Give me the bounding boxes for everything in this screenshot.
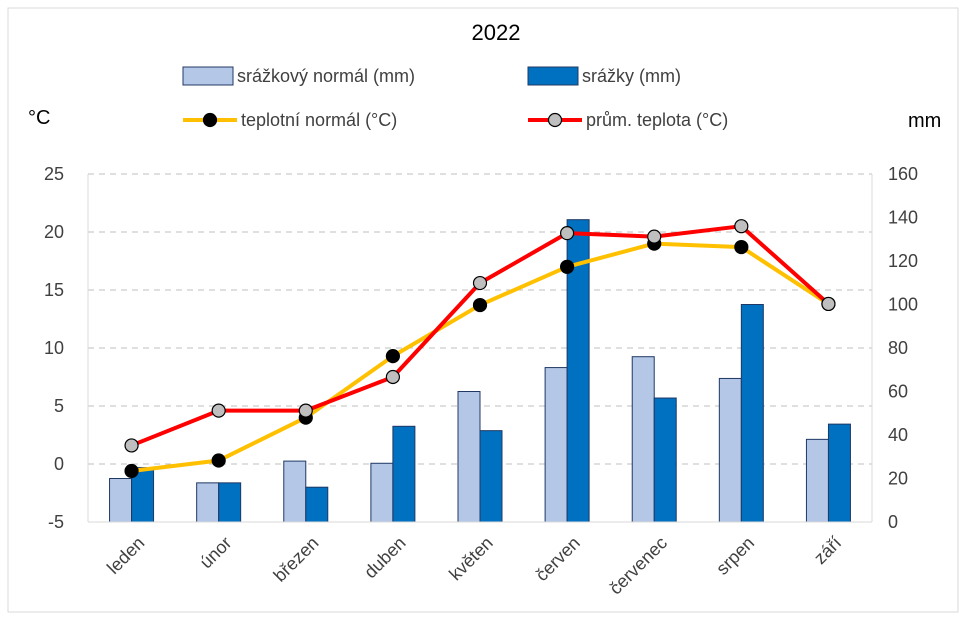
lines — [124, 219, 836, 479]
legend: srážkový normál (mm) srážky (mm) teplotní … — [182, 66, 728, 130]
legend-marker-3 — [547, 112, 563, 128]
left-tick-label: 20 — [44, 222, 64, 242]
left-tick-label: 25 — [44, 164, 64, 184]
point-series3-5 — [560, 226, 575, 241]
bar-series0-3 — [370, 462, 394, 523]
legend-label-0: srážkový normál (mm) — [237, 66, 415, 86]
bar-series1-4 — [479, 430, 503, 523]
right-tick-label: 140 — [888, 208, 918, 228]
left-tick-label: 5 — [54, 396, 64, 416]
bar-series0-8 — [805, 438, 829, 523]
legend-label-2: teplotní normál (°C) — [241, 110, 397, 130]
legend-label-3: prům. teplota (°C) — [586, 110, 728, 130]
point-series3-7 — [734, 219, 749, 234]
legend-label-1: srážky (mm) — [582, 66, 681, 86]
bar-series0-0 — [109, 478, 133, 523]
right-tick-label: 60 — [888, 382, 908, 402]
point-series2-0 — [124, 463, 139, 479]
left-tick-label: 15 — [44, 280, 64, 300]
bar-series0-7 — [718, 377, 742, 523]
right-tick-label: 20 — [888, 469, 908, 489]
bar-series1-1 — [218, 482, 242, 523]
point-series3-6 — [647, 229, 662, 244]
bar-series1-6 — [653, 397, 677, 523]
left-tick-label: 10 — [44, 338, 64, 358]
bar-series1-8 — [827, 423, 851, 523]
point-series3-4 — [472, 275, 488, 291]
point-series3-3 — [385, 369, 400, 385]
bar-series0-4 — [457, 391, 481, 523]
right-tick-label: 160 — [888, 164, 918, 184]
right-axis-unit: mm — [908, 110, 941, 132]
left-tick-label: -5 — [48, 512, 64, 532]
bar-series0-6 — [631, 356, 655, 523]
right-tick-label: 80 — [888, 338, 908, 358]
bar-series1-3 — [392, 425, 416, 523]
point-series3-0 — [124, 438, 139, 453]
bar-series0-1 — [196, 482, 220, 523]
legend-swatch-0 — [182, 66, 234, 86]
bar-series0-2 — [283, 460, 307, 523]
point-series3-2 — [298, 403, 313, 418]
point-series3-1 — [211, 403, 226, 418]
legend-marker-2 — [202, 112, 218, 128]
left-tick-label: 0 — [54, 454, 64, 474]
point-series2-7 — [734, 239, 749, 255]
point-series2-1 — [211, 453, 226, 468]
bar-series1-7 — [740, 304, 764, 523]
right-tick-label: 100 — [888, 295, 918, 315]
point-series2-3 — [385, 349, 400, 364]
bar-series1-2 — [305, 486, 329, 523]
point-series2-5 — [560, 259, 575, 274]
chart-title: 2022 — [472, 20, 521, 45]
legend-swatch-1 — [527, 66, 579, 86]
point-series2-4 — [472, 297, 488, 313]
right-tick-label: 0 — [888, 512, 898, 532]
right-tick-label: 120 — [888, 251, 918, 271]
right-tick-label: 40 — [888, 425, 908, 445]
left-axis-unit: °C — [28, 107, 50, 129]
bars — [109, 219, 851, 523]
bar-series0-5 — [544, 367, 568, 523]
point-series3-8 — [821, 296, 836, 312]
